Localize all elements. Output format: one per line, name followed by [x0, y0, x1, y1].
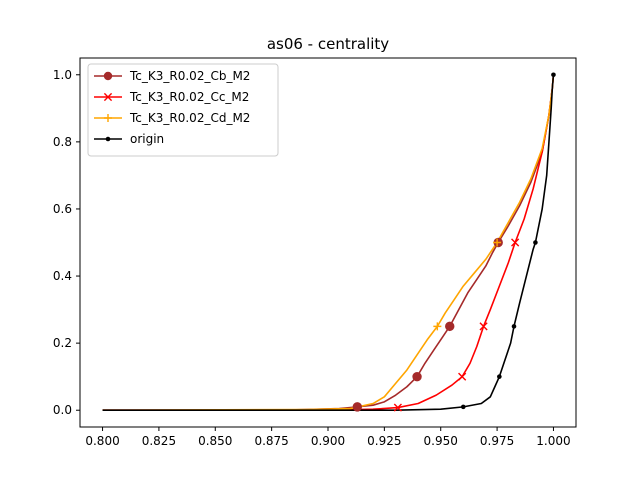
series-marker-3-1 — [497, 374, 502, 379]
legend-label-0: Tc_K3_R0.02_Cb_M2 — [129, 69, 250, 83]
plot-area: 0.800 0.825 0.850 0.875 0.900 0.925 0.950 0.975… — [53, 57, 577, 448]
series-marker-0-1 — [412, 371, 422, 382]
legend-marker-0 — [103, 71, 113, 81]
series-marker-1-3 — [511, 238, 520, 247]
legend-box — [87, 63, 279, 157]
series-marker-3-0 — [460, 404, 466, 410]
y-tick-label-4: 0.8 — [53, 135, 72, 149]
series-marker-0-0 — [352, 402, 363, 412]
x-tick-label-7: 0.975 — [480, 434, 514, 448]
series-marker-3-3 — [533, 240, 538, 245]
series-marker-2-0 — [433, 322, 442, 331]
x-tick-label-3: 0.875 — [254, 434, 288, 448]
y-tick-label-2: 0.4 — [53, 269, 72, 283]
legend-label-3: origin — [130, 132, 164, 146]
legend-label-2: Tc_K3_R0.02_Cd_M2 — [129, 111, 250, 125]
series-line-2 — [102, 74, 555, 412]
y-tick-label-3: 0.6 — [53, 202, 72, 216]
series-marker-1-0 — [393, 403, 402, 412]
x-tick-label-0: 0.800 — [85, 434, 119, 448]
series-line-3 — [102, 74, 555, 412]
series-marker-0-2 — [445, 321, 455, 332]
y-tick-label-5: 1.0 — [53, 68, 72, 82]
series-marker-1-2 — [479, 322, 488, 331]
x-tick-label-4: 0.900 — [311, 434, 345, 448]
series-marker-3-2 — [511, 324, 517, 329]
legend-marker-3 — [105, 136, 111, 142]
series-marker-2-1 — [493, 238, 502, 247]
legend-label-1: Tc_K3_R0.02_Cc_M2 — [129, 90, 249, 104]
series-marker-3-4 — [551, 72, 556, 78]
y-tick-label-0: 0.0 — [53, 403, 72, 417]
x-tick-label-5: 0.925 — [367, 434, 401, 448]
series-marker-1-1 — [458, 372, 467, 381]
legend-marker-1 — [103, 92, 113, 102]
series-line-0 — [102, 74, 555, 412]
y-tick-label-1: 0.2 — [53, 336, 72, 350]
x-tick-label-8: 1.000 — [536, 434, 570, 448]
x-tick-label-1: 0.825 — [142, 434, 176, 448]
x-tick-label-6: 0.950 — [424, 434, 458, 448]
x-tick-label-2: 0.850 — [198, 434, 232, 448]
legend-marker-2 — [104, 114, 112, 122]
chart-title: as06 - centrality — [267, 35, 389, 53]
